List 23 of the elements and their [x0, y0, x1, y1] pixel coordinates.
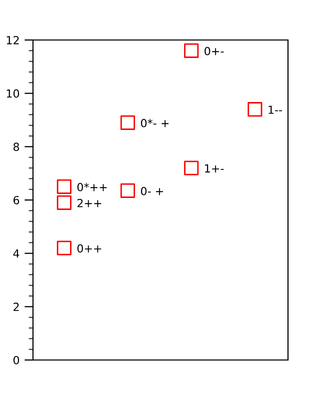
annotation: 1--	[268, 106, 282, 114]
point	[120, 115, 136, 130]
y-tick-label: 10	[6, 89, 20, 98]
y-tick-label: 8	[13, 142, 20, 152]
point	[56, 240, 72, 256]
point	[120, 183, 136, 198]
y-tick-label: 6	[14, 196, 20, 204]
annotation: 0*- +	[140, 118, 169, 128]
point	[56, 195, 72, 210]
annotation: 1+-	[205, 164, 224, 172]
annotation: 0*++	[77, 182, 107, 192]
y-tick-label: 4	[13, 249, 20, 258]
point	[184, 160, 199, 176]
point	[56, 179, 72, 194]
point	[184, 43, 199, 58]
point	[248, 102, 262, 117]
annotation: 0+-	[204, 46, 224, 56]
y-tick-label: 0	[13, 356, 20, 364]
annotation: 0- +	[140, 186, 163, 196]
y-tick-label: 12	[6, 36, 19, 44]
annotation: 2++	[77, 198, 102, 208]
annotation: 0++	[77, 244, 102, 253]
y-tick-label: 2	[14, 302, 19, 311]
